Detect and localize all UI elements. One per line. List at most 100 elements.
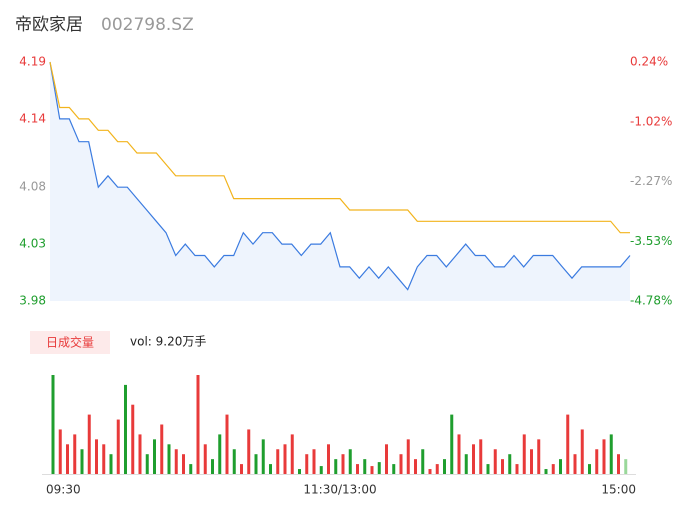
volume-bar <box>348 449 352 474</box>
volume-bar <box>116 419 120 474</box>
price-line <box>49 61 631 291</box>
volume-bar <box>392 464 396 474</box>
volume-bar <box>341 454 345 474</box>
avg-line <box>49 61 630 234</box>
volume-bar <box>232 449 236 474</box>
y2-tick-label: -1.02% <box>630 114 672 128</box>
volume-bar <box>124 384 127 474</box>
volume-bar <box>153 439 156 474</box>
price-area <box>50 62 630 301</box>
volume-bar <box>102 444 106 474</box>
volume-bar <box>80 449 84 474</box>
volume-bar <box>138 434 142 474</box>
volume-bar <box>421 449 425 474</box>
volume-bar <box>443 459 446 474</box>
volume-bar <box>167 444 171 474</box>
y2-tick-label: -3.53% <box>630 234 672 248</box>
volume-bar <box>493 449 497 474</box>
volume-bar <box>182 454 185 474</box>
volume-bar <box>240 464 243 474</box>
volume-bar <box>522 434 526 474</box>
volume-bar <box>58 429 62 474</box>
volume-bar <box>559 459 562 474</box>
volume-bar <box>537 439 541 474</box>
volume-bar <box>305 454 309 474</box>
volume-bar <box>66 444 69 474</box>
volume-bar <box>595 449 599 474</box>
volume-bar <box>406 439 410 474</box>
volume-bar <box>247 429 251 474</box>
volume-bar <box>515 464 519 474</box>
volume-bar <box>544 469 548 474</box>
volume-bar <box>486 464 490 474</box>
x-tick-label: 09:30 <box>46 483 81 497</box>
volume-bar <box>225 414 229 474</box>
volume-bar <box>588 464 591 474</box>
volume-bar <box>450 414 454 474</box>
volume-bar <box>479 439 483 474</box>
volume-bar <box>464 454 468 474</box>
volume-bar <box>399 454 403 474</box>
volume-bar <box>428 469 432 474</box>
y-tick-label: 3.98 <box>19 294 46 308</box>
volume-bar <box>95 439 98 474</box>
volume-bar <box>269 464 272 474</box>
volume-bar <box>356 464 359 474</box>
volume-bar <box>312 449 316 474</box>
y2-tick-label: 0.24% <box>630 55 668 69</box>
volume-bar <box>283 444 287 474</box>
volume-bar <box>580 429 584 474</box>
y-tick-label: 4.14 <box>19 111 46 125</box>
volume-bar <box>377 462 381 474</box>
volume-bar <box>609 434 613 474</box>
volume-bar <box>501 459 504 474</box>
volume-bar <box>160 424 164 474</box>
volume-bar <box>508 454 512 474</box>
volume-bar <box>334 459 338 474</box>
volume-bar <box>261 439 265 474</box>
volume-bar <box>145 454 149 474</box>
volume-bar <box>363 459 367 474</box>
volume-bar <box>109 454 113 474</box>
volume-bar <box>196 375 200 474</box>
volume-bar <box>211 459 214 474</box>
volume-bar <box>131 404 135 474</box>
volume-bar <box>290 434 294 474</box>
volume-bar <box>276 449 280 474</box>
volume-bar <box>573 454 577 474</box>
y-tick-label: 4.03 <box>19 237 46 251</box>
chart-title: 帝欧家居 <box>15 15 83 35</box>
volume-bar <box>617 454 620 474</box>
volume-bar <box>530 449 533 474</box>
volume-bar <box>51 375 55 474</box>
volume-bar <box>73 434 77 474</box>
volume-bar <box>319 466 323 474</box>
volume-bar <box>87 414 91 474</box>
y2-tick-label: -2.27% <box>630 174 672 188</box>
volume-label: vol: 9.20万手 <box>130 335 206 349</box>
volume-bar <box>298 469 301 474</box>
volume-bar <box>327 444 330 474</box>
y-tick-label: 4.19 <box>19 55 46 69</box>
volume-bar <box>203 444 207 474</box>
x-tick-label: 15:00 <box>601 483 636 497</box>
volume-bar <box>457 434 461 474</box>
volume-badge: 日成交量 <box>46 335 94 350</box>
volume-bar <box>435 464 439 474</box>
x-tick-label: 11:30/13:00 <box>303 483 376 497</box>
volume-bar <box>189 464 193 474</box>
volume-bar <box>174 449 178 474</box>
volume-bar <box>370 466 374 474</box>
volume-bar <box>254 454 258 474</box>
volume-bar <box>624 459 628 474</box>
volume-badge-bg <box>30 331 110 354</box>
volume-bar <box>602 439 606 474</box>
volume-bar <box>472 444 475 474</box>
volume-bar <box>551 464 555 474</box>
volume-bar <box>218 434 222 474</box>
y2-tick-label: -4.78% <box>630 294 672 308</box>
volume-bar <box>414 459 417 474</box>
volume-bar <box>385 444 388 474</box>
volume-bar <box>566 414 570 474</box>
